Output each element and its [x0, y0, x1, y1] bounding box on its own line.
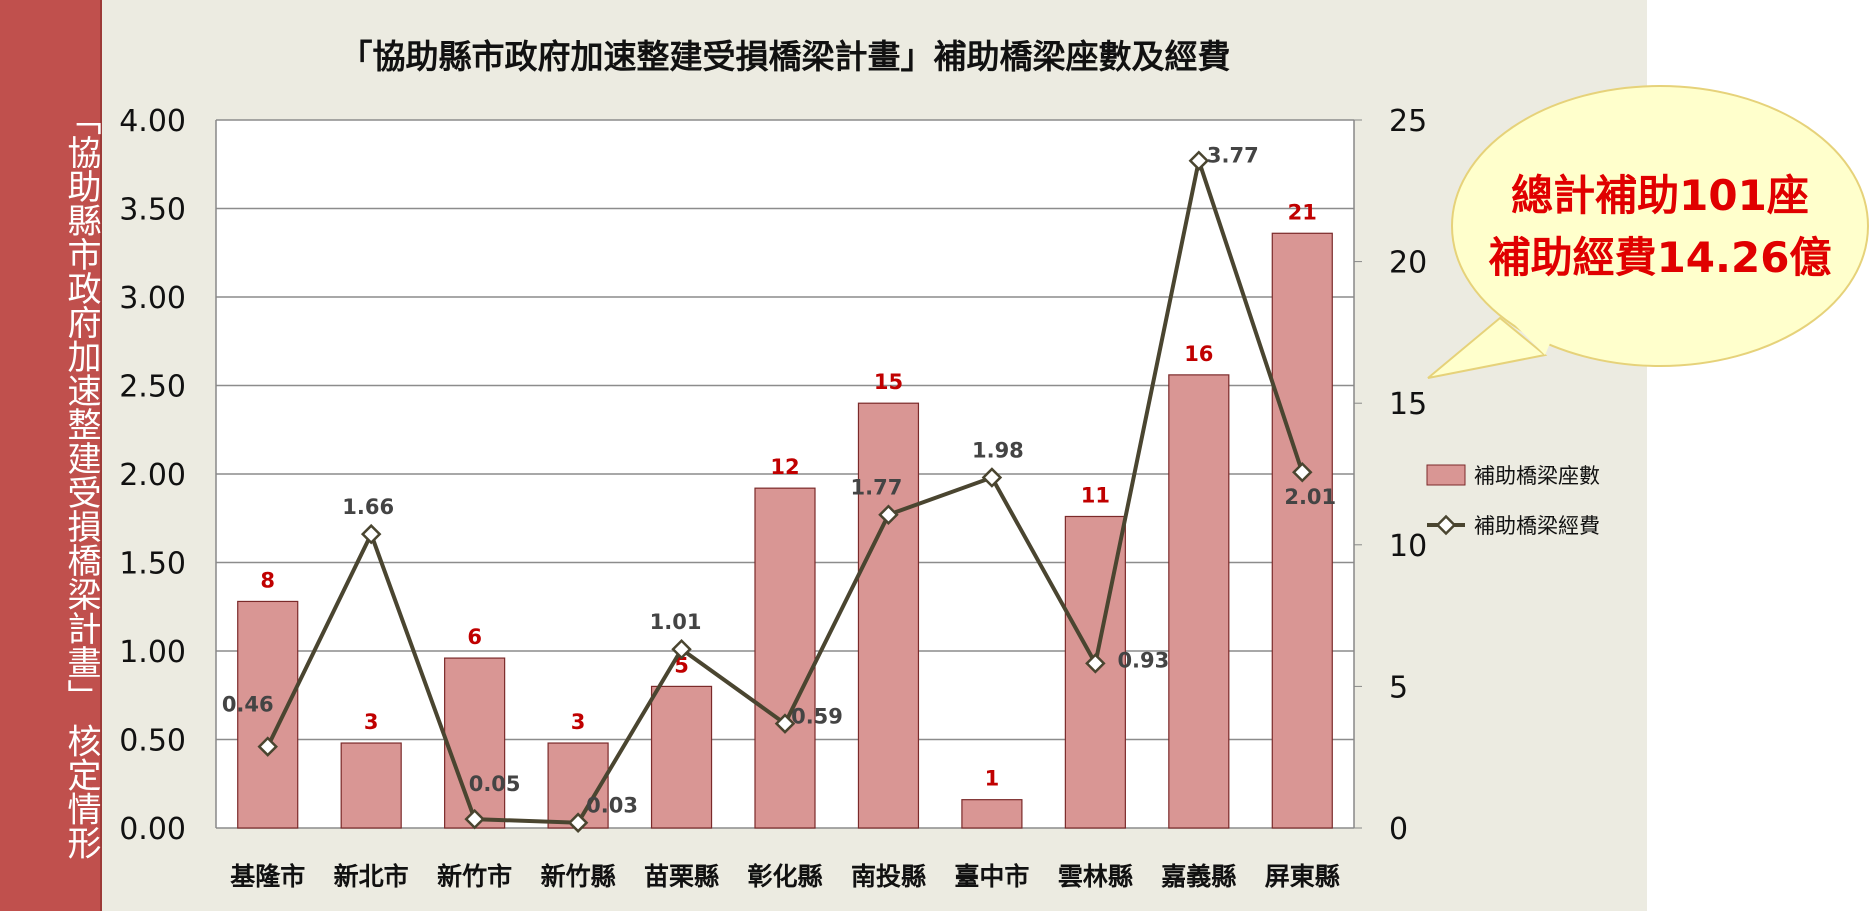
left-tick-label: 0.00 — [119, 812, 186, 847]
category-label: 新竹市 — [437, 862, 512, 891]
legend-bar-swatch — [1426, 464, 1466, 486]
right-tick-label: 0 — [1389, 812, 1408, 847]
line-label: 0.03 — [586, 794, 638, 818]
category-label: 南投縣 — [851, 862, 926, 891]
line-label: 3.77 — [1207, 144, 1259, 168]
category-label: 彰化縣 — [747, 862, 822, 891]
category-label: 苗栗縣 — [644, 862, 719, 891]
line-label: 1.77 — [851, 476, 903, 500]
line-label: 1.66 — [342, 495, 394, 519]
sidebar-banner: 「協助縣市政府加速整建受損橋梁計畫」 核定情形 — [0, 0, 102, 911]
line-marker — [1292, 461, 1313, 483]
bar — [650, 685, 713, 829]
left-tick-label: 2.50 — [119, 370, 186, 405]
bar-label: 6 — [467, 625, 482, 649]
category-label: 新竹縣 — [541, 862, 616, 891]
bar — [237, 600, 299, 829]
line-label: 0.93 — [1117, 648, 1169, 672]
line-marker — [464, 808, 485, 830]
line-marker — [981, 467, 1003, 488]
left-tick-label: 3.00 — [119, 281, 186, 316]
callout-tail — [1427, 316, 1548, 379]
callout-bubble — [1451, 85, 1869, 367]
right-tick-label: 15 — [1389, 387, 1427, 422]
line-label: 0.05 — [469, 772, 521, 796]
left-tick-label: 2.00 — [119, 458, 186, 493]
bar-label: 21 — [1288, 200, 1317, 224]
bar — [1271, 232, 1333, 829]
bar-label: 1 — [985, 767, 1000, 791]
bar — [754, 487, 816, 829]
category-label: 嘉義縣 — [1161, 862, 1236, 891]
bar-label: 5 — [674, 653, 689, 677]
line-label: 1.98 — [972, 439, 1024, 463]
sidebar-title: 「協助縣市政府加速整建受損橋梁計畫」 核定情形 — [61, 100, 101, 860]
bar-label: 11 — [1081, 483, 1110, 507]
category-label: 基隆市 — [230, 862, 305, 891]
line-label: 2.01 — [1284, 485, 1336, 509]
right-tick-label: 5 — [1389, 670, 1408, 705]
left-tick-label: 1.50 — [119, 547, 186, 582]
line-marker — [1188, 150, 1210, 171]
bar-label: 3 — [571, 710, 586, 734]
bar — [857, 402, 920, 829]
callout-line1: 總計補助101座 — [1511, 171, 1809, 220]
line-marker — [360, 523, 382, 545]
legend-bar-label: 補助橋梁座數 — [1474, 464, 1600, 488]
line-marker — [1085, 653, 1106, 674]
line-label: 0.46 — [222, 693, 274, 717]
bar — [1168, 374, 1230, 829]
bar-label: 15 — [874, 370, 903, 394]
left-tick-label: 4.00 — [119, 104, 186, 139]
bar — [340, 742, 402, 829]
line-label: 0.59 — [791, 705, 843, 729]
category-label: 臺中市 — [954, 862, 1029, 891]
bar-label: 16 — [1184, 342, 1213, 366]
line-marker — [567, 812, 589, 833]
bar — [444, 657, 506, 829]
right-tick-label: 10 — [1389, 529, 1427, 564]
bar-label: 3 — [364, 710, 379, 734]
bar — [961, 799, 1023, 829]
left-tick-label: 3.50 — [119, 193, 186, 228]
callout-tail-fill — [1490, 300, 1560, 355]
line-marker — [671, 638, 692, 660]
right-tick-label: 25 — [1389, 104, 1427, 139]
callout-line2: 補助經費14.26億 — [1489, 233, 1832, 282]
bar-label: 8 — [260, 568, 275, 592]
legend-line-label: 補助橋梁經費 — [1474, 514, 1600, 538]
category-label: 屏東縣 — [1265, 862, 1340, 891]
right-tick-label: 20 — [1389, 246, 1427, 281]
line-marker — [878, 504, 899, 525]
left-tick-label: 1.00 — [119, 635, 186, 670]
legend-line-marker — [1435, 514, 1457, 536]
chart-title: 「協助縣市政府加速整建受損橋梁計畫」補助橋梁座數及經費 — [340, 37, 1231, 76]
category-label: 雲林縣 — [1058, 862, 1133, 891]
left-tick-label: 0.50 — [119, 724, 186, 759]
bar-label: 12 — [770, 455, 799, 479]
line-marker — [257, 736, 278, 757]
line-label: 1.01 — [650, 610, 702, 634]
line-marker — [774, 713, 796, 734]
category-label: 新北市 — [334, 862, 409, 891]
